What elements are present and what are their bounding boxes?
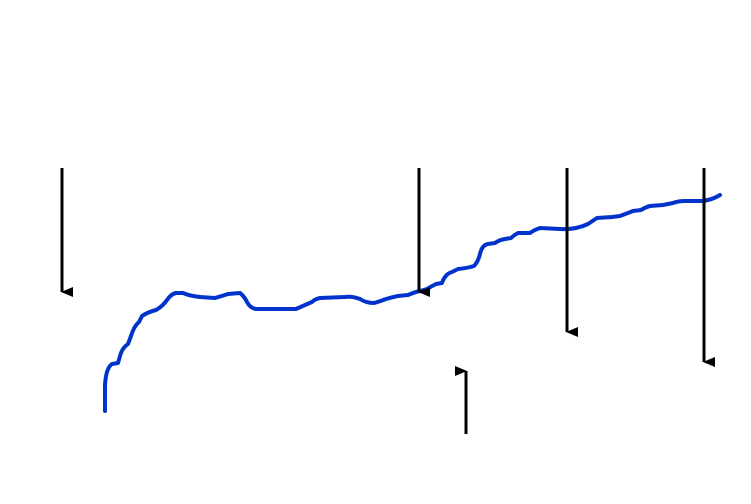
blue-curve bbox=[103, 193, 722, 413]
